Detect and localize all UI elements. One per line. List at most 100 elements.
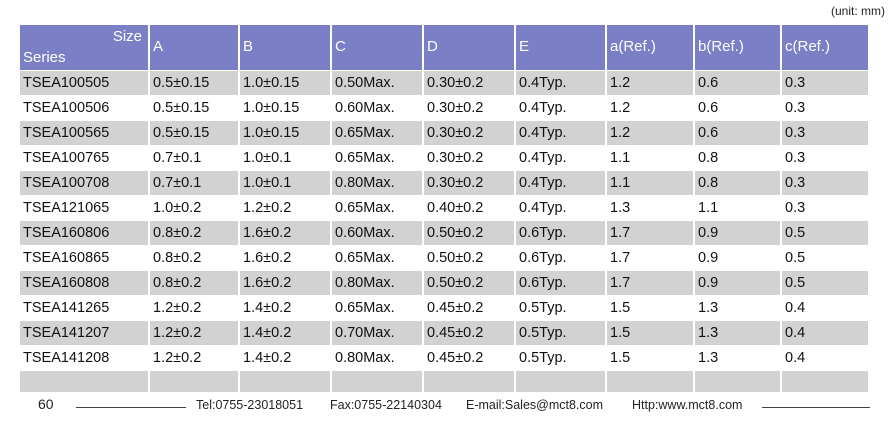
table-cell: 0.9 (695, 271, 780, 295)
table-cell: TSEA160806 (20, 221, 148, 245)
footer-fax: Fax:0755-22140304 (330, 398, 442, 412)
table-cell: 1.0±0.1 (240, 171, 330, 195)
table-cell: 1.6±0.2 (240, 221, 330, 245)
empty-cell (516, 371, 605, 392)
empty-cell (695, 371, 780, 392)
table-cell: 0.30±0.2 (424, 121, 514, 145)
table-cell: 1.5 (607, 296, 693, 320)
table-cell: 0.45±0.2 (424, 296, 514, 320)
table-cell: 0.7±0.1 (150, 171, 238, 195)
table-cell: 0.6 (695, 96, 780, 120)
table-cell: 1.2±0.2 (150, 346, 238, 370)
table-cell: 0.6Typ. (516, 221, 605, 245)
unit-label: (unit: mm) (831, 4, 885, 18)
table-cell: 0.4Typ. (516, 171, 605, 195)
table-cell: 0.6 (695, 121, 780, 145)
table-cell: 0.3 (782, 146, 868, 170)
table-cell: 0.9 (695, 221, 780, 245)
table-cell: 0.80Max. (332, 271, 422, 295)
table-cell: 0.30±0.2 (424, 171, 514, 195)
table-cell: 0.45±0.2 (424, 346, 514, 370)
table-cell: 1.4±0.2 (240, 346, 330, 370)
table-cell: 0.30±0.2 (424, 146, 514, 170)
table-cell: 0.3 (782, 196, 868, 220)
column-header: E (516, 25, 605, 70)
column-header: b(Ref.) (695, 25, 780, 70)
table-cell: 0.8±0.2 (150, 221, 238, 245)
table-cell: 1.2±0.2 (240, 196, 330, 220)
table-cell: 0.4 (782, 346, 868, 370)
table-cell: 1.2 (607, 71, 693, 95)
table-cell: 0.5Typ. (516, 296, 605, 320)
header-corner: Size Series (20, 25, 148, 70)
table-cell: 0.8±0.2 (150, 246, 238, 270)
table-cell: 1.5 (607, 321, 693, 345)
table-cell: 0.8±0.2 (150, 271, 238, 295)
table-cell: 0.65Max. (332, 196, 422, 220)
table-cell: 0.3 (782, 71, 868, 95)
table-cell: 1.3 (695, 321, 780, 345)
table-cell: 0.4Typ. (516, 71, 605, 95)
footer-email: E-mail:Sales@mct8.com (466, 398, 604, 412)
table-cell: 0.50Max. (332, 71, 422, 95)
table-cell: 0.8 (695, 146, 780, 170)
table-cell: 0.5Typ. (516, 346, 605, 370)
footer-http: Http:www.mct8.com (632, 398, 743, 412)
table-cell: 0.5 (782, 221, 868, 245)
empty-cell (20, 371, 148, 392)
table-cell: 0.30±0.2 (424, 96, 514, 120)
table-cell: 1.3 (695, 296, 780, 320)
page-number: 60 (38, 396, 54, 412)
table-cell: 0.50±0.2 (424, 271, 514, 295)
table-cell: 1.3 (695, 346, 780, 370)
table-cell: 0.50±0.2 (424, 246, 514, 270)
table-cell: 0.6Typ. (516, 271, 605, 295)
table-cell: 0.30±0.2 (424, 71, 514, 95)
table-cell: 1.1 (607, 171, 693, 195)
footer-tel: Tel:0755-23018051 (196, 398, 304, 412)
table-cell: 0.50±0.2 (424, 221, 514, 245)
table-cell: 0.9 (695, 246, 780, 270)
column-header: B (240, 25, 330, 70)
table-cell: 0.4Typ. (516, 96, 605, 120)
table-cell: 0.60Max. (332, 96, 422, 120)
table-cell: 0.6 (695, 71, 780, 95)
table-cell: 0.5 (782, 271, 868, 295)
table-cell: 0.65Max. (332, 246, 422, 270)
empty-cell (424, 371, 514, 392)
table-cell: 1.0±0.2 (150, 196, 238, 220)
table-cell: 0.5Typ. (516, 321, 605, 345)
column-header: C (332, 25, 422, 70)
table-cell: 0.65Max. (332, 121, 422, 145)
size-label: Size (112, 28, 142, 45)
table-cell: 0.3 (782, 121, 868, 145)
table-cell: 1.6±0.2 (240, 246, 330, 270)
empty-cell (607, 371, 693, 392)
table-cell: 1.2±0.2 (150, 321, 238, 345)
table-cell: 1.6±0.2 (240, 271, 330, 295)
table-cell: 0.3 (782, 171, 868, 195)
table-cell: 1.7 (607, 271, 693, 295)
table-cell: 0.80Max. (332, 171, 422, 195)
empty-cell (240, 371, 330, 392)
column-header: A (150, 25, 238, 70)
table-cell: 0.65Max. (332, 146, 422, 170)
table-cell: 0.60Max. (332, 221, 422, 245)
table-cell: 1.2 (607, 121, 693, 145)
table-cell: TSEA141208 (20, 346, 148, 370)
table-cell: 1.0±0.15 (240, 71, 330, 95)
table-cell: TSEA100506 (20, 96, 148, 120)
table-cell: 0.80Max. (332, 346, 422, 370)
column-header: D (424, 25, 514, 70)
column-header: a(Ref.) (607, 25, 693, 70)
table-cell: 1.7 (607, 246, 693, 270)
table-cell: 1.4±0.2 (240, 321, 330, 345)
table-cell: TSEA100765 (20, 146, 148, 170)
table-cell: 0.5±0.15 (150, 121, 238, 145)
table-cell: 0.70Max. (332, 321, 422, 345)
table-cell: 0.5±0.15 (150, 71, 238, 95)
table-cell: 0.45±0.2 (424, 321, 514, 345)
table-cell: 1.0±0.15 (240, 121, 330, 145)
table-cell: 1.0±0.1 (240, 146, 330, 170)
